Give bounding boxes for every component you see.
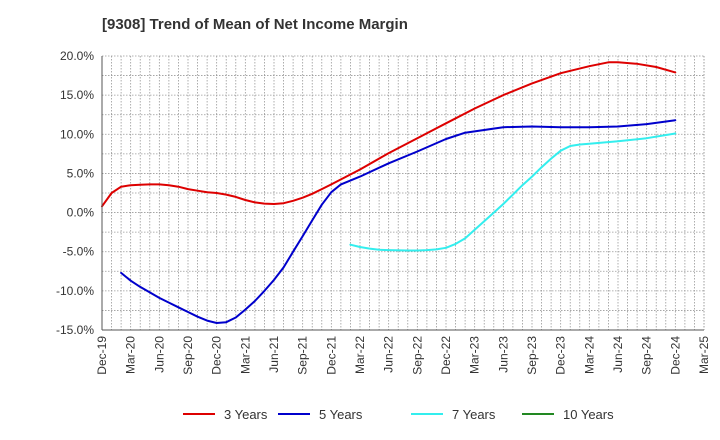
x-tick-label: Mar-21 bbox=[238, 336, 252, 374]
chart-title: [9308] Trend of Mean of Net Income Margi… bbox=[102, 16, 408, 33]
axes bbox=[101, 56, 705, 331]
x-axis-ticks: Dec-19 Mar-20 Jun-20 Sep-20 Dec-20 Mar-21 Jun-… bbox=[95, 336, 711, 375]
y-tick-label: 0.0% bbox=[67, 206, 95, 220]
grid-lines bbox=[101, 55, 705, 331]
x-tick-label: Mar-23 bbox=[468, 336, 482, 374]
y-tick-label: -10.0% bbox=[56, 284, 94, 298]
x-tick-label: Sep-21 bbox=[296, 336, 310, 375]
x-tick-label: Dec-21 bbox=[324, 336, 338, 375]
y-tick-label: -5.0% bbox=[63, 245, 95, 259]
x-tick-label: Sep-23 bbox=[525, 336, 539, 375]
x-tick-label: Dec-22 bbox=[439, 336, 453, 375]
x-tick-label: Jun-21 bbox=[267, 336, 281, 373]
y-tick-label: 5.0% bbox=[67, 166, 95, 180]
x-tick-label: Mar-24 bbox=[582, 336, 596, 374]
x-tick-label: Dec-19 bbox=[95, 336, 109, 375]
legend-label-4: 10 Years bbox=[563, 407, 614, 422]
series-line-3 bbox=[349, 132, 677, 252]
x-tick-label: Jun-23 bbox=[496, 336, 510, 373]
legend-label-2: 5 Years bbox=[319, 407, 363, 422]
y-tick-label: -15.0% bbox=[56, 323, 94, 337]
series-layer bbox=[101, 61, 677, 324]
series-line-1 bbox=[101, 61, 677, 208]
y-tick-label: 20.0% bbox=[60, 49, 94, 63]
x-tick-label: Jun-22 bbox=[382, 336, 396, 373]
series-line-2 bbox=[120, 119, 677, 324]
legend-label-1: 3 Years bbox=[224, 407, 268, 422]
x-tick-label: Dec-24 bbox=[668, 336, 682, 375]
y-tick-label: 15.0% bbox=[60, 88, 94, 102]
x-tick-label: Jun-24 bbox=[611, 336, 625, 373]
legend: 3 Years 5 Years 7 Years 10 Years bbox=[183, 407, 614, 422]
x-tick-label: Jun-20 bbox=[152, 336, 166, 373]
x-tick-label: Mar-20 bbox=[124, 336, 138, 374]
y-tick-label: 10.0% bbox=[60, 127, 94, 141]
y-axis-ticks: -15.0% -10.0% -5.0% 0.0% 5.0% 10.0% 15.0% 20.0% bbox=[56, 49, 94, 337]
x-tick-label: Sep-24 bbox=[640, 336, 654, 375]
x-tick-label: Dec-20 bbox=[210, 336, 224, 375]
x-tick-label: Dec-23 bbox=[554, 336, 568, 375]
x-tick-label: Mar-25 bbox=[697, 336, 711, 374]
x-tick-label: Sep-22 bbox=[410, 336, 424, 375]
x-tick-label: Sep-20 bbox=[181, 336, 195, 375]
x-tick-label: Mar-22 bbox=[353, 336, 367, 374]
legend-label-3: 7 Years bbox=[452, 407, 496, 422]
